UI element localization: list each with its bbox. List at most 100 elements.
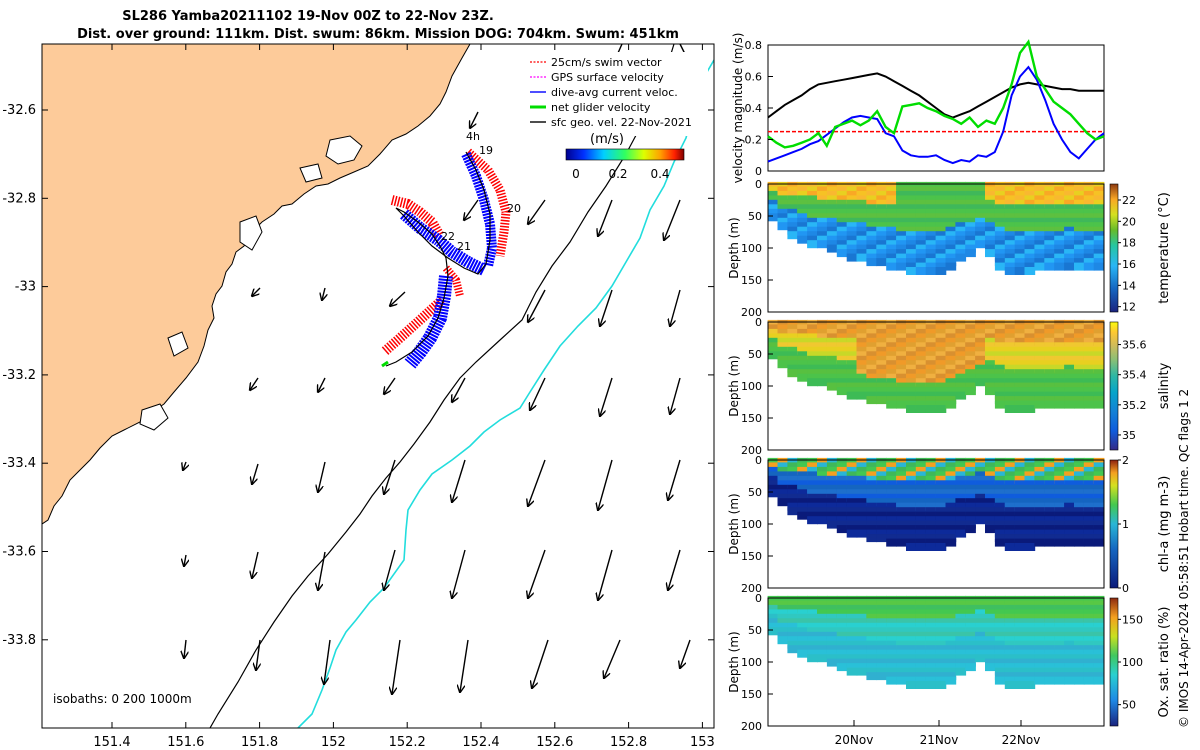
section-cell xyxy=(1024,364,1036,373)
section-cell xyxy=(817,484,828,493)
section-cell xyxy=(955,231,967,240)
section-cell xyxy=(836,645,848,654)
section-cell xyxy=(945,364,957,373)
section-cell xyxy=(886,525,897,534)
section-cell xyxy=(836,240,848,249)
section-cell xyxy=(1024,204,1036,213)
section-cell xyxy=(896,324,907,333)
section-cell xyxy=(1064,249,1075,258)
section-cell xyxy=(1093,346,1105,355)
section-cell xyxy=(945,466,957,475)
section-cell xyxy=(906,604,917,613)
section-cell xyxy=(1004,529,1016,538)
section-cell xyxy=(994,378,1006,387)
section-cell xyxy=(945,493,957,502)
section-cell xyxy=(915,498,927,507)
section-cell xyxy=(925,667,937,676)
section-cell xyxy=(945,342,957,351)
section-cell xyxy=(915,627,927,636)
section-cell xyxy=(1093,507,1105,516)
section-cell xyxy=(1004,525,1016,534)
section-cell xyxy=(915,622,927,631)
colorbar-tick-label: 0 xyxy=(1122,582,1129,595)
section-cell xyxy=(1054,498,1065,507)
section-cell xyxy=(826,649,838,658)
section-cell xyxy=(945,181,957,190)
section-cell xyxy=(906,396,917,405)
section-cell xyxy=(1014,231,1026,240)
section-cell xyxy=(797,346,808,355)
section-cell xyxy=(856,244,868,253)
section-cell xyxy=(876,324,887,333)
section-cell xyxy=(925,502,937,511)
section-cell xyxy=(965,337,976,346)
section-cell xyxy=(817,217,828,226)
colorbar-title: chl-a (mg m-3) xyxy=(1157,476,1172,573)
section-cell xyxy=(975,649,986,658)
section-cell xyxy=(1014,400,1026,409)
section-cell xyxy=(876,244,887,253)
section-cell xyxy=(985,324,996,333)
section-cell xyxy=(876,190,887,199)
section-cell xyxy=(1024,190,1036,199)
section-cell xyxy=(1054,529,1065,538)
section-cell xyxy=(945,400,957,409)
section-cell xyxy=(945,654,957,663)
section-cell xyxy=(886,244,897,253)
section-cell xyxy=(1093,604,1105,613)
section-cell xyxy=(906,645,917,654)
section-cell xyxy=(1014,396,1026,405)
velocity-y-tick-label: 0.8 xyxy=(745,39,763,52)
section-cell xyxy=(915,373,927,382)
section-cell xyxy=(797,595,808,604)
section-cell xyxy=(925,613,937,622)
section-cell xyxy=(1024,498,1036,507)
section-cell xyxy=(1083,649,1095,658)
section-cell xyxy=(1044,672,1055,681)
section-cell xyxy=(994,600,1006,609)
section-cell xyxy=(985,333,996,342)
section-cell xyxy=(886,529,897,538)
section-cell xyxy=(1034,400,1046,409)
colorbar-tick-label: 35.6 xyxy=(1122,339,1147,352)
section-cell xyxy=(975,484,986,493)
section-cell xyxy=(1004,520,1016,529)
section-cell xyxy=(846,613,858,622)
section-cell xyxy=(807,493,818,502)
section-cell xyxy=(1074,337,1085,346)
section-cell xyxy=(945,328,957,337)
section-cell xyxy=(846,475,858,484)
section-cell xyxy=(915,618,927,627)
section-cell xyxy=(846,622,858,631)
section-cell xyxy=(886,391,897,400)
section-cell xyxy=(817,502,828,511)
section-cell xyxy=(1083,369,1095,378)
section-cell xyxy=(856,324,868,333)
section-cell xyxy=(1034,249,1046,258)
section-cell xyxy=(876,520,887,529)
section-cell xyxy=(906,480,917,489)
section-cell xyxy=(994,502,1006,511)
section-cell xyxy=(1014,511,1026,520)
section-cell xyxy=(896,484,907,493)
section-cell xyxy=(866,337,878,346)
section-cell xyxy=(866,378,878,387)
credit-text: © IMOS 14-Apr-2024 05:58:51 Hobart time.… xyxy=(1177,389,1191,728)
section-cell xyxy=(807,600,818,609)
section-cell xyxy=(985,604,996,613)
section-cell xyxy=(955,480,967,489)
section-cell xyxy=(1093,609,1105,618)
section-cell xyxy=(856,382,868,391)
section-cell xyxy=(1024,480,1036,489)
section-cell xyxy=(807,199,818,208)
section-cell xyxy=(906,493,917,502)
section-cell xyxy=(817,618,828,627)
section-cell xyxy=(856,609,868,618)
section-cell xyxy=(935,351,947,360)
section-cell xyxy=(1083,396,1095,405)
section-cell xyxy=(1034,609,1046,618)
section-cell xyxy=(1074,400,1085,409)
section-cell xyxy=(915,640,927,649)
section-cell xyxy=(1083,391,1095,400)
section-cell xyxy=(1083,525,1095,534)
